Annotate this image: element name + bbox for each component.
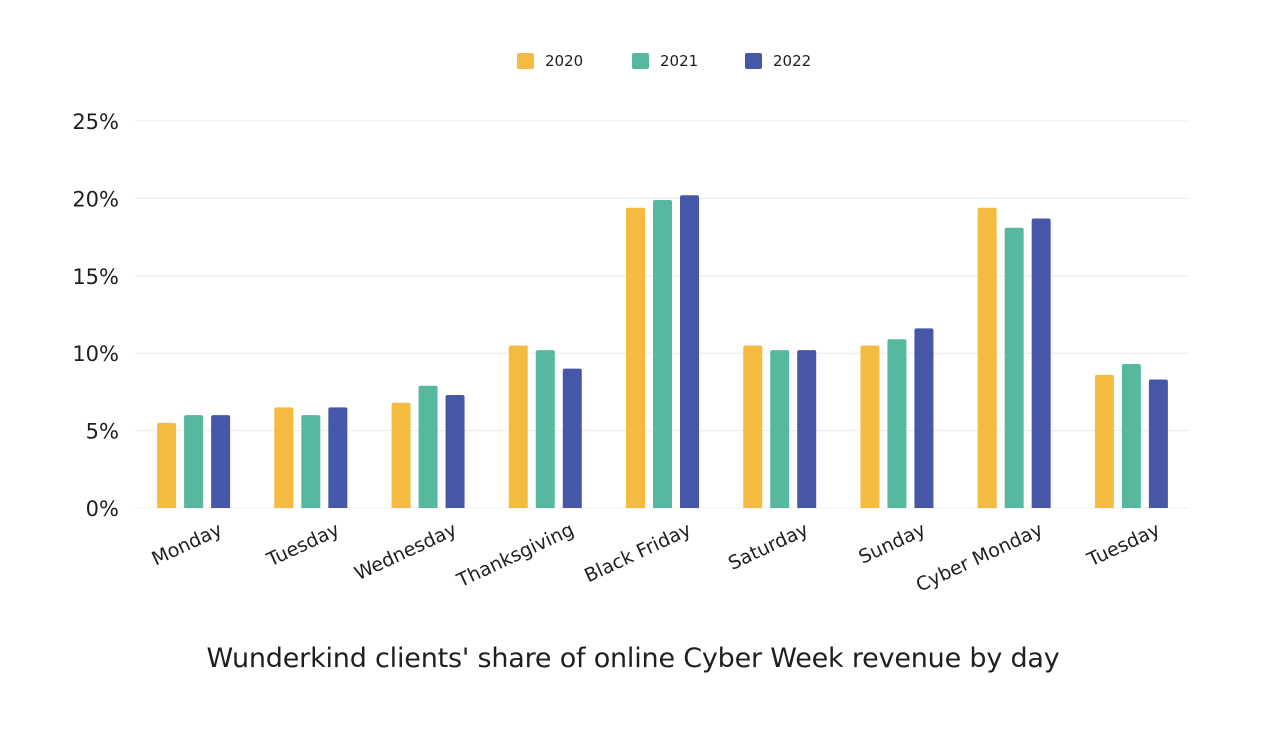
y-tick-label: 10% — [72, 342, 119, 366]
x-tick-label: Wednesday — [351, 519, 460, 585]
legend-label: 2020 — [545, 52, 583, 70]
bar-2020 — [391, 402, 411, 508]
x-tick-label: Saturday — [725, 519, 812, 575]
y-axis: 0% 5% 10% 15% 20% 25% — [72, 110, 119, 521]
x-tick-label: Thanksgiving — [453, 519, 578, 593]
bar-2022 — [680, 195, 699, 508]
legend-label: 2022 — [773, 52, 811, 70]
bar-2022 — [445, 394, 465, 508]
bar-2022 — [562, 368, 582, 508]
legend-item: 2022 — [745, 52, 811, 70]
x-tick-label: Black Friday — [581, 519, 695, 588]
bar-2020 — [626, 207, 645, 509]
bar-2020 — [508, 345, 528, 508]
bar-2022 — [914, 328, 934, 508]
bar-2020 — [743, 345, 763, 508]
bar-2020 — [157, 422, 177, 508]
bar-2022 — [211, 415, 231, 508]
chart-title: Wunderkind clients' share of online Cybe… — [206, 643, 1060, 674]
legend-swatch — [632, 53, 649, 69]
bar-2022 — [797, 350, 817, 508]
bar-2020 — [274, 407, 294, 508]
bars — [157, 195, 1168, 509]
bar-2021 — [418, 385, 438, 508]
bar-2021 — [1004, 227, 1024, 508]
bar-2020 — [1094, 374, 1114, 508]
x-tick-label: Tuesday — [1083, 519, 1163, 572]
y-tick-label: 20% — [72, 187, 119, 211]
legend-item: 2021 — [632, 52, 698, 70]
x-tick-label: Tuesday — [263, 519, 343, 572]
x-tick-label: Monday — [148, 519, 225, 571]
bar-2021 — [535, 350, 555, 508]
bar-2021 — [653, 199, 672, 508]
bar-2020 — [977, 207, 997, 509]
legend-item: 2020 — [517, 52, 583, 70]
legend-swatch — [745, 53, 762, 69]
bar-2020 — [860, 345, 880, 508]
bar-2021 — [301, 415, 321, 508]
y-tick-label: 25% — [72, 110, 119, 134]
x-tick-label: Sunday — [855, 519, 929, 569]
legend-label: 2021 — [660, 52, 698, 70]
legend: 2020 2021 2022 — [517, 52, 811, 70]
bar-2021 — [887, 339, 907, 508]
bar-2021 — [1121, 364, 1141, 508]
x-tick-label: Cyber Monday — [913, 519, 1047, 597]
bar-2021 — [770, 350, 790, 508]
y-tick-label: 0% — [86, 497, 119, 521]
y-tick-label: 5% — [86, 420, 119, 444]
bar-2022 — [1031, 218, 1051, 509]
bar-2021 — [184, 415, 204, 508]
bar-2022 — [328, 407, 348, 508]
y-tick-label: 15% — [72, 265, 119, 289]
legend-swatch — [517, 53, 534, 69]
bar-2022 — [1148, 379, 1168, 508]
